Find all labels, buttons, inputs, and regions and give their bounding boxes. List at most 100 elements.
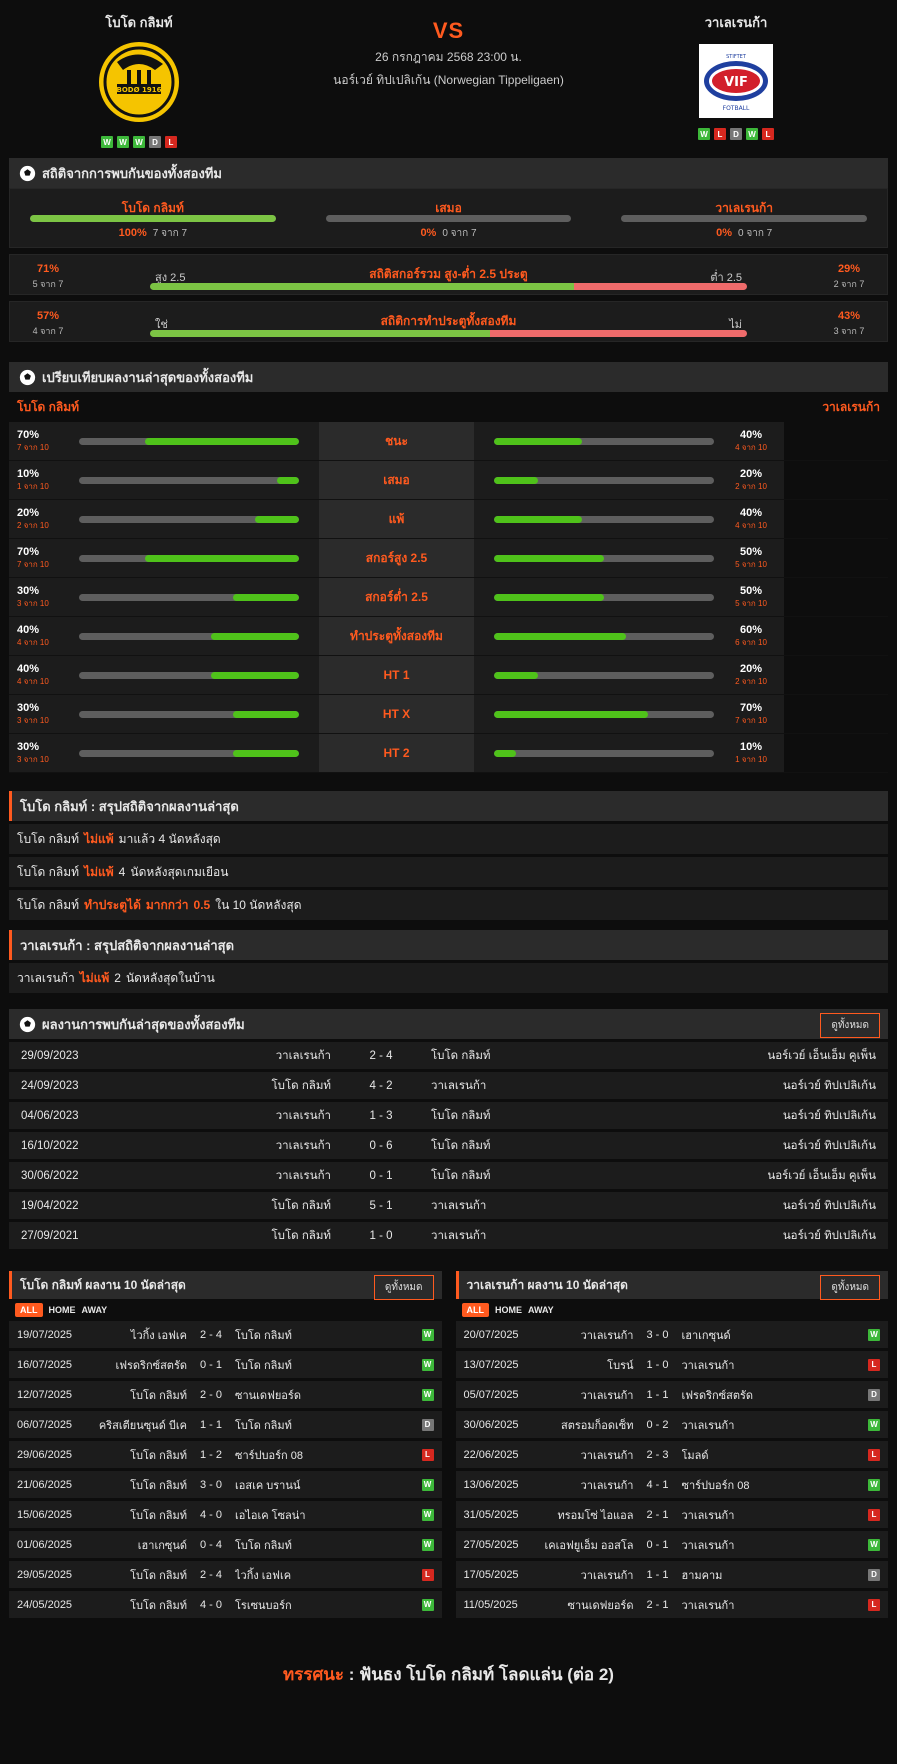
- h2h-col-label: เสมอ: [435, 201, 462, 215]
- home-team: โบโด กลิมท์: [130, 1599, 187, 1612]
- compare-label: ชนะ: [319, 422, 474, 460]
- h2h-results-header: ผลงานการพบกันล่าสุดของทั้งสองทีม ดูทั้งห…: [9, 1009, 888, 1039]
- compare-away-pct: 40% 4 จาก 10: [726, 507, 776, 532]
- table-row[interactable]: 30/06/2022 วาเลเรนก้า 0 - 1 โบโด กลิมท์ นอร์…: [9, 1162, 888, 1189]
- compare-away-name: วาเลเรนก้า: [822, 399, 880, 414]
- away-team: เฟรดริกซ์สตรัด: [681, 1389, 754, 1402]
- compare-away-pct: 20% 2 จาก 10: [726, 468, 776, 493]
- table-row[interactable]: 13/07/2025 โบรน์ 1 - 0 วาเลเรนก้า L: [455, 1351, 888, 1378]
- compare-home-name: โบโด กลิมท์: [17, 399, 80, 414]
- table-row[interactable]: 13/06/2025 วาเลเรนก้า 4 - 1 ซาร์ปบอร์ก 08 W: [455, 1471, 888, 1498]
- table-row[interactable]: 27/05/2025 เคเอฟยูเอ็ม ออสโล 0 - 1 วาเลเรนก…: [455, 1531, 888, 1558]
- h2h-col-label: วาเลเรนก้า: [715, 201, 774, 215]
- count: 4 จาก 10: [735, 442, 767, 452]
- home-team: วาเลเรนก้า: [275, 1169, 331, 1182]
- table-row[interactable]: 04/06/2023 วาเลเรนก้า 1 - 3 โบโด กลิมท์ นอร์…: [9, 1102, 888, 1129]
- btts-yes-pct: 57%: [36, 310, 60, 322]
- tab-away[interactable]: AWAY: [81, 1305, 108, 1315]
- match-date: 06/07/2025: [17, 1418, 73, 1431]
- h2h-col: เสมอ 0% 0 จาก 7: [325, 189, 572, 247]
- table-row[interactable]: 06/07/2025 คริสเตียนซุนด์ บีเค 1 - 1 โบโด ก…: [9, 1411, 442, 1438]
- result-badge: W: [421, 1538, 434, 1551]
- table-row[interactable]: 01/06/2025 เฮาเกซุนด์ 0 - 4 โบโด กลิมท์ W: [9, 1531, 442, 1558]
- count: 6 จาก 10: [735, 637, 767, 647]
- table-row[interactable]: 20/07/2025 วาเลเรนก้า 3 - 0 เฮาเกซุนด์ W: [455, 1321, 888, 1348]
- summary-part: ไม่แพ้: [84, 864, 114, 879]
- compare-away: 50% 5 จาก 10: [474, 539, 784, 577]
- table-row[interactable]: 16/10/2022 วาเลเรนก้า 0 - 6 โบโด กลิมท์ นอร์…: [9, 1132, 888, 1159]
- view-all-button[interactable]: ดูทั้งหมด: [820, 1013, 880, 1038]
- table-row[interactable]: 19/07/2025 ไวกิ้ง เอฟเค 2 - 4 โบโด กลิมท์ W: [9, 1321, 442, 1348]
- tab-home[interactable]: HOME: [495, 1305, 522, 1315]
- match-date: 27/09/2021: [21, 1229, 79, 1242]
- table-row[interactable]: 11/05/2025 ซานเดฟยอร์ด 2 - 1 วาเลเรนก้า L: [455, 1591, 888, 1618]
- away-team: เอสเค บรานน์: [235, 1479, 301, 1492]
- result-badge: W: [868, 1478, 880, 1491]
- table-row[interactable]: 27/09/2021 โบโด กลิมท์ 1 - 0 วาเลเรนก้า นอร์…: [9, 1222, 888, 1249]
- compare-home-bar: [79, 749, 299, 757]
- table-row[interactable]: 31/05/2025 ทรอมโซ่ ไอแอล 2 - 1 วาเลเรนก้า L: [455, 1501, 888, 1528]
- match-date: 16/07/2025: [17, 1358, 73, 1371]
- table-row[interactable]: 05/07/2025 วาเลเรนก้า 1 - 1 เฟรดริกซ์สตรัด D: [455, 1381, 888, 1408]
- table-row[interactable]: 24/05/2025 โบโด กลิมท์ 4 - 0 โรเซนบอร์ก W: [9, 1591, 442, 1618]
- pct: 50%: [739, 584, 763, 597]
- score: 0 - 1: [369, 1169, 393, 1182]
- table-row[interactable]: 29/05/2025 โบโด กลิมท์ 2 - 4 ไวกิ้ง เอฟเค L: [9, 1561, 442, 1588]
- home-team: โบโด กลิมท์: [130, 1509, 187, 1522]
- compare-home-bar: [79, 593, 299, 601]
- table-row[interactable]: 16/07/2025 เฟรดริกซ์สตรัด 0 - 1 โบโด กลิมท์…: [9, 1351, 442, 1378]
- tab-all[interactable]: ALL: [461, 1303, 489, 1317]
- table-row[interactable]: 17/05/2025 วาเลเรนก้า 1 - 1 ฮามคาม D: [455, 1561, 888, 1588]
- away-team: ฮามคาม: [681, 1569, 723, 1582]
- table-row[interactable]: 29/06/2025 โบโด กลิมท์ 1 - 2 ซาร์ปบอร์ก 08 L: [9, 1441, 442, 1468]
- h2h-col-bar: [325, 215, 572, 222]
- svg-text:FOTBALL: FOTBALL: [723, 105, 750, 112]
- compare-home-bar: [79, 710, 299, 718]
- score: 1 - 3: [369, 1109, 393, 1122]
- home-team: วาเลเรนก้า: [275, 1049, 331, 1062]
- pct: 20%: [17, 506, 40, 519]
- view-all-button[interactable]: ดูทั้งหมด: [820, 1275, 880, 1300]
- pct: 50%: [739, 545, 763, 558]
- count: 5 จาก 10: [735, 559, 767, 569]
- view-all-button[interactable]: ดูทั้งหมด: [373, 1275, 434, 1300]
- match-date: 31/05/2025: [463, 1508, 519, 1521]
- btts-no-pct: 43%: [837, 310, 861, 322]
- count: 2 จาก 10: [17, 520, 49, 530]
- score: 0 - 6: [369, 1139, 393, 1152]
- pct: 30%: [17, 701, 40, 714]
- table-row[interactable]: 22/06/2025 วาเลเรนก้า 2 - 3 โมลด์ L: [455, 1441, 888, 1468]
- table-row[interactable]: 12/07/2025 โบโด กลิมท์ 2 - 0 ซานเดฟยอร์ด W: [9, 1381, 442, 1408]
- score: 0 - 1: [199, 1358, 222, 1371]
- form-badge: L: [714, 128, 726, 140]
- competition: นอร์เวย์ เอ็นเอ็ม คูเพ็น: [767, 1049, 876, 1062]
- match-date: 13/07/2025: [463, 1358, 519, 1371]
- compare-away-bar: [494, 671, 714, 679]
- table-row[interactable]: 21/06/2025 โบโด กลิมท์ 3 - 0 เอสเค บรานน์ W: [9, 1471, 442, 1498]
- tab-home[interactable]: HOME: [48, 1305, 76, 1315]
- verdict-text: ฟันธง โบโด กลิมท์ โลดแล่น (ต่อ 2): [359, 1665, 614, 1684]
- btts-yes-count: 4 จาก 7: [32, 326, 64, 336]
- away-team: วาเลเรนก้า: [681, 1419, 735, 1432]
- compare-away: 20% 2 จาก 10: [474, 461, 784, 499]
- btts-title: สถิติการทำประตูทั้งสองทีม: [380, 314, 517, 328]
- table-row[interactable]: 24/09/2023 โบโด กลิมท์ 4 - 2 วาเลเรนก้า นอร์…: [9, 1072, 888, 1099]
- tab-away[interactable]: AWAY: [528, 1305, 554, 1315]
- over-label: สูง 2.5: [155, 272, 186, 284]
- match-date: 17/05/2025: [463, 1568, 519, 1581]
- tab-all[interactable]: ALL: [15, 1303, 43, 1317]
- over-under-bar: [150, 283, 747, 290]
- away-team: วาเลเรนก้า: [681, 1509, 735, 1522]
- away-team: วาเลเรนก้า: [431, 1229, 487, 1242]
- table-row[interactable]: 29/09/2023 วาเลเรนก้า 2 - 4 โบโด กลิมท์ นอร์…: [9, 1042, 888, 1069]
- compare-row: 70% 7 จาก 10 ชนะ 40% 4 จาก 10: [9, 422, 888, 461]
- compare-home: 70% 7 จาก 10: [9, 539, 319, 577]
- pct: 30%: [17, 584, 40, 597]
- soccer-ball-icon: [19, 165, 36, 181]
- pct: 10%: [739, 740, 763, 753]
- table-row[interactable]: 30/06/2025 สตรอมก็อดเซ็ท 0 - 2 วาเลเรนก้า W: [455, 1411, 888, 1438]
- table-row[interactable]: 19/04/2022 โบโด กลิมท์ 5 - 1 วาเลเรนก้า นอร์…: [9, 1192, 888, 1219]
- table-row[interactable]: 15/06/2025 โบโด กลิมท์ 4 - 0 เอไอเค โซลน่า W: [9, 1501, 442, 1528]
